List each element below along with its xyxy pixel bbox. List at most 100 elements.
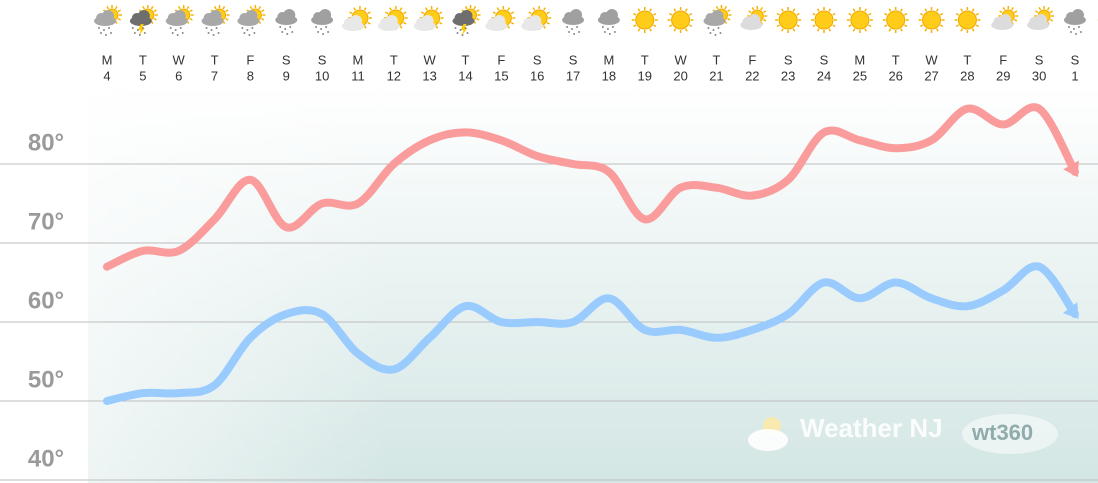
- cloud: [319, 9, 332, 21]
- x-tick-date: 8: [247, 68, 254, 83]
- rain-drop: [171, 32, 174, 34]
- series-line: [103, 262, 1079, 405]
- sun-ray: [828, 8, 832, 12]
- sun-ray: [435, 25, 439, 29]
- sun-ray: [189, 17, 193, 21]
- x-tick-date: 16: [530, 68, 544, 83]
- sun-ray: [960, 8, 964, 12]
- rain-drop: [315, 26, 318, 28]
- sun-ray: [476, 9, 480, 13]
- x-tick-weekday: S: [569, 52, 578, 67]
- rain-drop: [1067, 26, 1070, 28]
- x-tick-weekday: W: [173, 52, 186, 67]
- rain-drop: [454, 27, 457, 29]
- weather-icon: [703, 5, 732, 36]
- sun-ray: [637, 28, 641, 32]
- rain-drop: [279, 26, 282, 28]
- sun-ray: [796, 12, 800, 16]
- lightning: [137, 24, 145, 36]
- arrow-head: [1063, 160, 1079, 178]
- sun-ray: [528, 11, 532, 15]
- rain-drop: [176, 34, 179, 36]
- sun-ray: [117, 9, 122, 13]
- sun-ray: [510, 21, 515, 25]
- weather-icon: [562, 9, 585, 35]
- sun-ray: [888, 8, 892, 12]
- rain-drop: [207, 32, 210, 34]
- cloud: [999, 14, 1012, 26]
- x-tick-date: 28: [960, 68, 974, 83]
- sun-ray: [225, 9, 229, 13]
- rain-drop: [131, 27, 134, 29]
- sun-ray: [668, 24, 673, 28]
- sun-ray: [796, 24, 800, 28]
- sun-ray: [852, 8, 856, 12]
- series-line: [103, 103, 1079, 271]
- weather-icon: [413, 6, 444, 31]
- weather-icon: [201, 5, 230, 36]
- sun-ray: [649, 8, 652, 12]
- rain-drop: [707, 27, 710, 29]
- x-tick-weekday: T: [139, 52, 147, 67]
- cloud: [1035, 14, 1048, 26]
- sun-ray: [864, 8, 867, 12]
- x-tick-weekday: M: [353, 52, 364, 67]
- rain-drop: [1077, 26, 1080, 28]
- sun-ray: [385, 11, 389, 15]
- weather-icon: [129, 5, 158, 36]
- sun-ray: [653, 12, 657, 16]
- sun: [886, 10, 906, 30]
- cloud: [385, 15, 398, 27]
- sun-ray: [971, 28, 975, 32]
- sun-ray: [727, 17, 731, 21]
- sun-ray: [792, 8, 796, 12]
- rain-drop: [571, 28, 574, 30]
- rain-drop: [169, 27, 172, 29]
- sun-ray: [684, 8, 688, 12]
- sun-ray: [1049, 10, 1054, 14]
- x-tick-weekday: F: [748, 52, 756, 67]
- x-tick-weekday: T: [462, 52, 470, 67]
- x-tick-date: 30: [1032, 68, 1046, 83]
- x-tick-date: 12: [387, 68, 401, 83]
- x-tick-weekday: W: [424, 52, 437, 67]
- sun-ray: [955, 24, 960, 28]
- x-tick-date: 27: [924, 68, 938, 83]
- cloud: [493, 15, 506, 27]
- cloud: [173, 10, 186, 22]
- sun-ray: [496, 7, 500, 11]
- weather-icon: [631, 7, 658, 33]
- sun-ray: [153, 9, 157, 13]
- sun-ray: [213, 5, 217, 10]
- rain-drop: [133, 32, 136, 34]
- rain-drop: [717, 27, 720, 29]
- sun-ray: [1049, 18, 1054, 22]
- x-tick-date: 29: [996, 68, 1010, 83]
- x-tick-date: 24: [817, 68, 831, 83]
- rain-drop: [246, 29, 249, 31]
- rain-drop: [568, 31, 571, 33]
- weather-icon: [918, 7, 945, 33]
- sun-ray: [935, 28, 939, 32]
- sun: [850, 10, 870, 30]
- sun-ray: [760, 6, 763, 11]
- sun-ray: [781, 8, 784, 12]
- sun-ray: [960, 28, 964, 32]
- x-tick-weekday: T: [641, 52, 649, 67]
- sun-ray: [439, 11, 443, 15]
- sun-ray: [971, 8, 975, 12]
- sun-ray: [975, 12, 980, 16]
- weather-icon: [811, 7, 837, 33]
- sun-ray: [919, 12, 924, 16]
- x-tick-date: 10: [315, 68, 329, 83]
- weather-icon: [165, 5, 194, 36]
- rain-drop: [143, 32, 146, 34]
- rain-drop: [601, 26, 604, 28]
- weather-icon: [94, 5, 122, 36]
- x-tick-date: 6: [175, 68, 182, 83]
- sun-ray: [1011, 6, 1014, 11]
- x-tick-weekday: T: [390, 52, 398, 67]
- sun-ray: [776, 12, 780, 16]
- sun-ray: [249, 5, 253, 10]
- y-tick-label: 80°: [28, 129, 64, 156]
